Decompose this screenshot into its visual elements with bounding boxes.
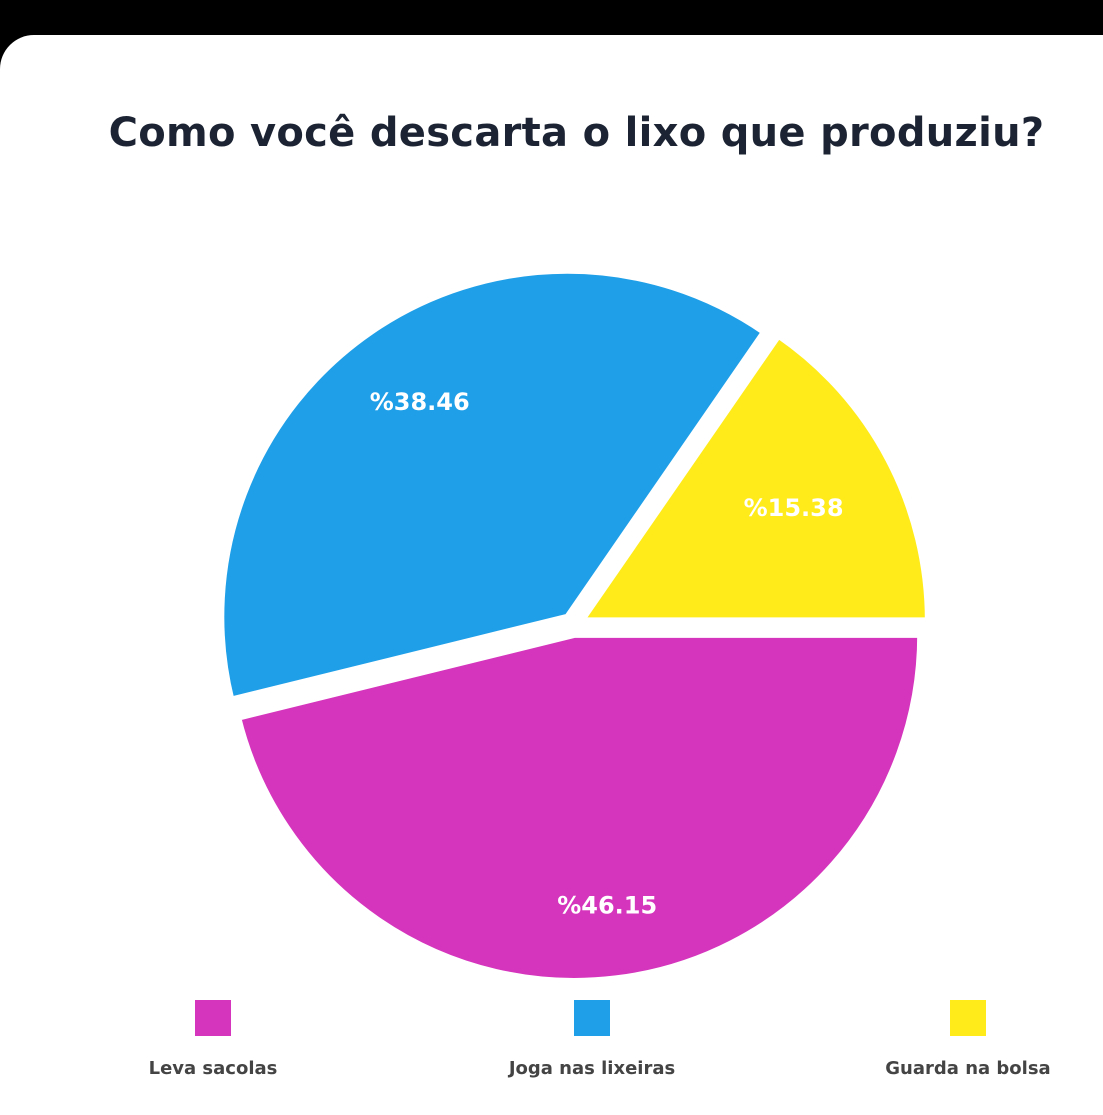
legend-item-joga-nas-lixeiras: Joga nas lixeiras [472, 1000, 712, 1079]
legend-item-guarda-na-bolsa: Guarda na bolsa [848, 1000, 1088, 1079]
slice-label-guarda-na-bolsa: %15.38 [744, 494, 844, 522]
chart-title: Como você descarta o lixo que produziu? [108, 110, 1045, 156]
legend-label: Guarda na bolsa [885, 1058, 1051, 1079]
legend-label: Joga nas lixeiras [508, 1058, 676, 1079]
legend-label: Leva sacolas [148, 1058, 278, 1079]
legend-item-leva-sacolas: Leva sacolas [93, 1000, 333, 1079]
slice-label-leva-sacolas: %46.15 [557, 892, 657, 920]
pie-slice-joga-nas-lixeiras [218, 267, 769, 704]
chart-canvas: Como você descarta o lixo que produziu? … [0, 35, 1103, 1115]
legend-swatch [574, 1000, 610, 1036]
legend-swatch [950, 1000, 986, 1036]
legend-swatch [195, 1000, 231, 1036]
slice-label-joga-nas-lixeiras: %38.46 [370, 388, 470, 416]
pie-chart: %46.15 %38.46 %15.38 [218, 267, 931, 984]
pie-slice-guarda-na-bolsa [576, 331, 931, 624]
pie-slice-leva-sacolas [234, 631, 924, 984]
